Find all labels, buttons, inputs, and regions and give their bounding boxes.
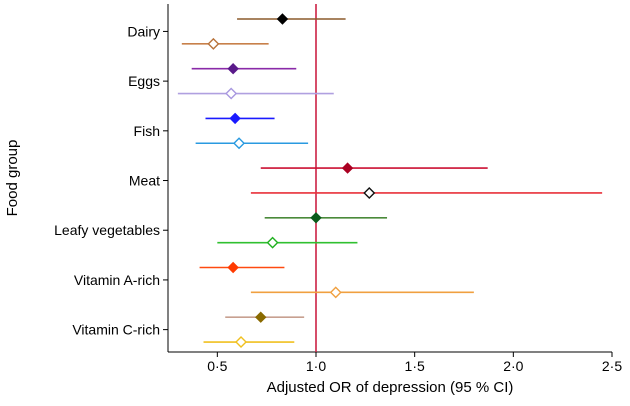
x-ticks: 0·5 1·0 1·5 2·0 2·5: [207, 352, 622, 374]
x-axis-title: Adjusted OR of depression (95 % CI): [267, 379, 514, 396]
ci-row: [237, 13, 346, 25]
category-label: Vitamin A-rich: [74, 272, 160, 288]
ci-row: [181, 37, 269, 50]
or-point-marker: [207, 37, 220, 50]
or-point-marker: [329, 286, 342, 299]
ci-row: [191, 62, 297, 75]
or-point-marker: [229, 112, 241, 125]
or-point-marker: [233, 137, 246, 150]
x-tick-label: 0·5: [207, 358, 227, 374]
ci-row: [264, 212, 388, 224]
category-label: Vitamin C-rich: [72, 322, 160, 338]
category-labels: Dairy Eggs Fish Meat Leafy vegetables Vitamin…: [54, 23, 168, 338]
or-point-marker: [266, 236, 279, 249]
ci-row: [177, 87, 334, 100]
x-tick-label: 2·0: [503, 358, 523, 374]
or-point-marker: [341, 162, 354, 174]
ci-row: [217, 236, 358, 249]
category-label: Fish: [134, 123, 160, 139]
ci-row: [205, 112, 275, 125]
ci-rows: [177, 13, 603, 349]
ci-row: [199, 261, 285, 274]
ci-row: [260, 162, 488, 174]
y-axis-title: Food group: [4, 140, 21, 217]
category-label: Eggs: [128, 73, 160, 89]
x-tick-label: 2·5: [602, 358, 622, 374]
x-tick-label: 1·0: [306, 358, 326, 374]
x-tick-label: 1·5: [405, 358, 425, 374]
category-label: Dairy: [127, 23, 160, 39]
or-point-marker: [227, 261, 239, 274]
ci-row: [195, 137, 309, 150]
category-label: Leafy vegetables: [54, 222, 160, 238]
or-point-marker: [235, 336, 248, 349]
or-point-marker: [363, 186, 376, 199]
ci-row: [250, 186, 603, 199]
or-point-marker: [276, 13, 289, 25]
ci-row: [250, 286, 474, 299]
plot-axes: [167, 4, 612, 353]
ci-row: [225, 311, 305, 323]
or-point-marker: [255, 311, 267, 323]
or-point-marker: [310, 212, 322, 224]
or-point-marker: [225, 87, 238, 100]
ci-row: [203, 336, 295, 349]
or-point-marker: [227, 62, 239, 75]
category-label: Meat: [129, 173, 160, 189]
